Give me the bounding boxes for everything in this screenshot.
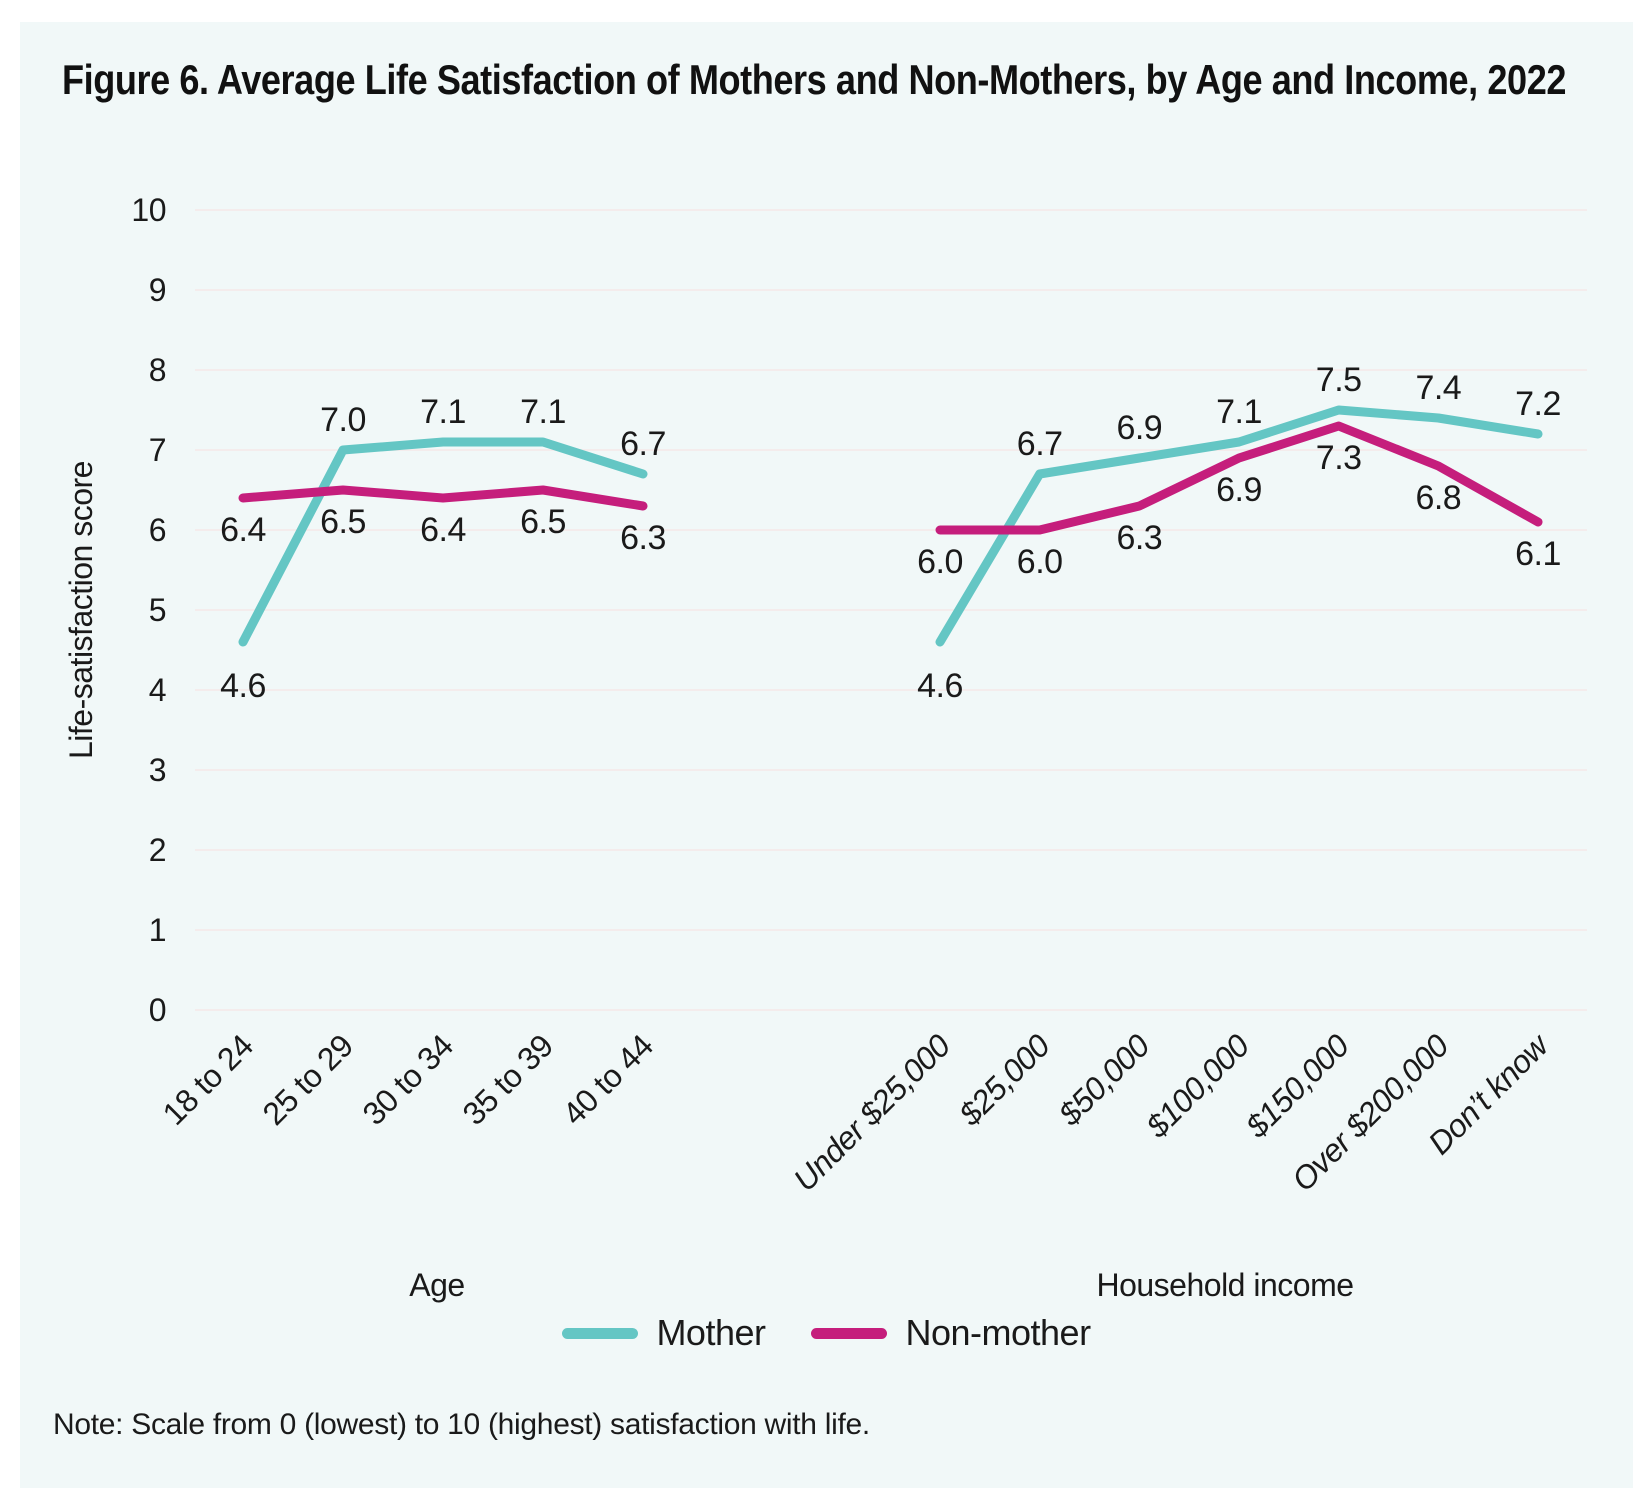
non-mother-line-swatch-icon: [811, 1327, 888, 1339]
chart-title: Figure 6. Average Life Satisfaction of M…: [62, 56, 1567, 103]
x-tick-label: Under $25,000: [786, 1027, 957, 1198]
y-tick-label: 3: [149, 752, 166, 788]
data-label: 6.0: [1017, 543, 1063, 581]
x-tick-label: 40 to 44: [556, 1027, 660, 1131]
data-label: 7.3: [1316, 439, 1362, 477]
y-tick-label: 9: [149, 272, 166, 308]
x-tick-label: 30 to 34: [356, 1027, 460, 1131]
data-label: 6.3: [1116, 519, 1162, 557]
legend-label-mother: Mother: [656, 1312, 766, 1353]
x-axis-title-age: Age: [409, 1267, 464, 1303]
y-tick-label: 5: [149, 592, 166, 628]
data-label: 4.6: [917, 667, 963, 705]
x-axis-title-income: Household income: [1096, 1267, 1353, 1303]
y-tick-label: 0: [149, 992, 166, 1028]
legend-label-non-mother: Non-mother: [905, 1312, 1091, 1353]
data-label: 6.4: [420, 511, 466, 549]
series-line-mother: [238, 437, 648, 647]
data-label: 7.1: [1216, 393, 1262, 431]
footnote: Note: Scale from 0 (lowest) to 10 (highe…: [53, 1408, 870, 1441]
data-label: 6.7: [1017, 425, 1063, 463]
y-tick-label: 4: [149, 672, 166, 708]
data-label: 6.4: [220, 511, 266, 549]
series-line-non-mother: [935, 421, 1543, 535]
data-label: 7.1: [420, 393, 466, 431]
x-tick-label: 35 to 39: [456, 1027, 560, 1131]
data-label: 6.1: [1515, 535, 1561, 573]
data-label: 6.3: [620, 519, 666, 557]
y-tick-label: 7: [149, 432, 166, 468]
data-label: 6.7: [620, 425, 666, 463]
legend-item-mother: Mother: [562, 1312, 766, 1354]
data-label: 4.6: [220, 667, 266, 705]
y-tick-label: 2: [149, 832, 166, 868]
data-label: 7.1: [520, 393, 566, 431]
x-tick-label: 18 to 24: [156, 1027, 260, 1131]
series-line-mother: [935, 405, 1543, 647]
chart-card: [20, 22, 1633, 1488]
y-tick-label: 1: [149, 912, 166, 948]
y-tick-label: 8: [149, 352, 166, 388]
y-tick-label: 10: [131, 192, 166, 228]
data-label: 7.4: [1415, 369, 1461, 407]
y-tick-label: 6: [149, 512, 166, 548]
data-label: 6.9: [1116, 409, 1162, 447]
legend: Mother Non-mother: [20, 1312, 1633, 1354]
data-label: 6.8: [1415, 479, 1461, 517]
data-label: 6.5: [320, 503, 366, 541]
x-tick-label: $25,000: [951, 1027, 1057, 1133]
data-label: 7.0: [320, 401, 366, 439]
data-label: 7.5: [1316, 361, 1362, 399]
x-tick-label: 25 to 29: [256, 1027, 360, 1131]
data-label: 6.9: [1216, 471, 1262, 509]
y-axis-title: Life-satisfaction score: [63, 461, 99, 759]
legend-item-non-mother: Non-mother: [811, 1312, 1091, 1354]
series-line-non-mother: [238, 485, 648, 511]
data-label: 6.0: [917, 543, 963, 581]
data-label: 7.2: [1515, 385, 1561, 423]
x-tick-label: $100,000: [1138, 1027, 1256, 1145]
data-label: 6.5: [520, 503, 566, 541]
mother-line-swatch-icon: [562, 1327, 639, 1339]
